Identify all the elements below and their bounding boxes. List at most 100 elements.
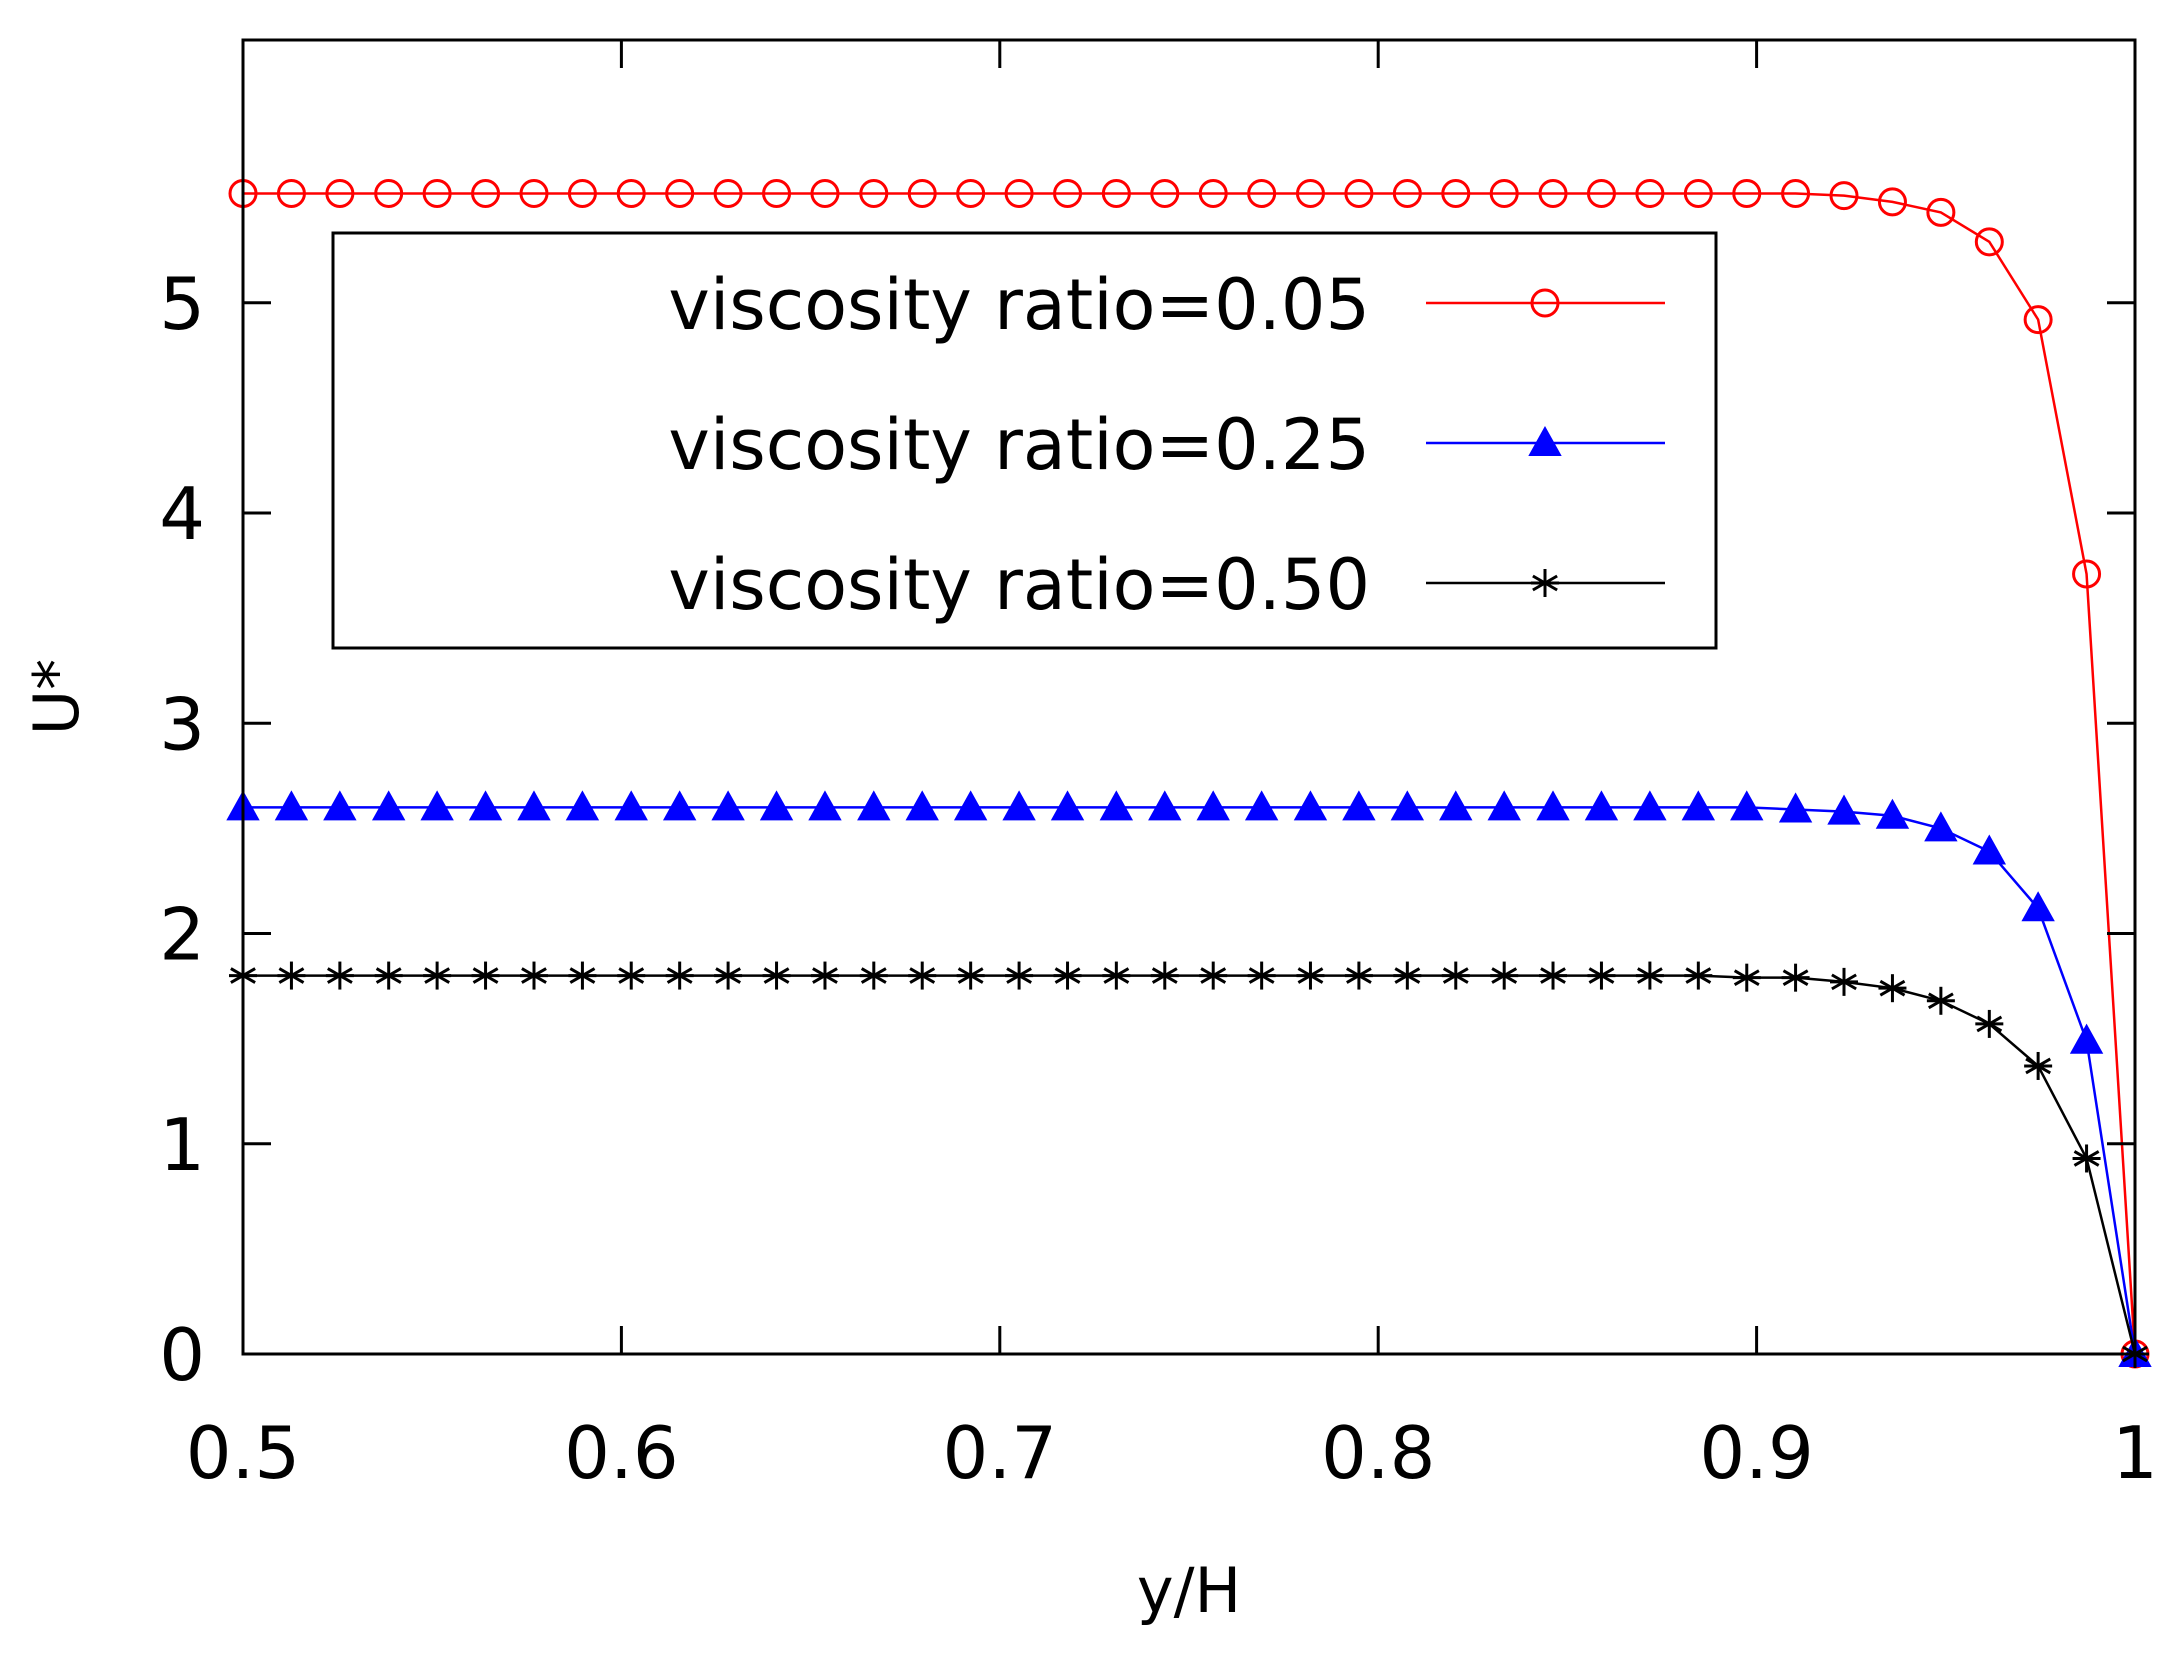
legend-label: viscosity ratio=0.05 xyxy=(668,264,1370,346)
data-point xyxy=(1827,794,1861,825)
data-point xyxy=(713,178,743,208)
data-point xyxy=(956,178,986,208)
x-tick-label: 1 xyxy=(2112,1411,2158,1495)
data-point xyxy=(423,961,452,990)
data-point xyxy=(1390,790,1425,821)
series-line xyxy=(243,974,2137,1355)
data-point xyxy=(1781,178,1811,208)
x-tick-label: 0.8 xyxy=(1321,1411,1436,1495)
data-point xyxy=(1148,790,1182,821)
ticks-layer: 0.5 0.6 0.7 0.8 0.9 1 0 1 2 3 4 5 xyxy=(159,40,2158,1495)
data-point xyxy=(665,178,695,208)
legend-marker xyxy=(1531,569,1559,597)
data-point xyxy=(471,961,500,990)
data-point xyxy=(1684,961,1713,990)
data-point xyxy=(422,178,452,208)
data-point xyxy=(1393,961,1422,990)
data-point xyxy=(325,178,355,208)
data-point xyxy=(808,790,842,821)
data-point xyxy=(1199,961,1228,990)
data-point xyxy=(1487,790,1521,821)
data-point xyxy=(1538,178,1568,208)
data-point xyxy=(907,178,937,208)
data-point xyxy=(1830,967,1859,996)
data-point xyxy=(1053,961,1082,990)
data-point xyxy=(1489,178,1519,208)
data-point xyxy=(1441,178,1471,208)
data-point xyxy=(1586,178,1616,208)
data-point xyxy=(1002,790,1036,821)
data-point xyxy=(277,961,306,990)
data-point xyxy=(1099,790,1134,821)
data-point xyxy=(567,178,597,208)
data-point xyxy=(1004,178,1034,208)
data-point xyxy=(2021,891,2055,922)
y-tick-label: 3 xyxy=(159,682,205,766)
data-point xyxy=(1633,790,1667,821)
data-point xyxy=(374,178,404,208)
data-point xyxy=(1732,963,1761,992)
data-point xyxy=(859,178,889,208)
data-point xyxy=(905,790,939,821)
data-point xyxy=(519,961,548,990)
data-point xyxy=(1781,963,1810,992)
x-tick-label: 0.5 xyxy=(186,1411,301,1495)
data-point xyxy=(2072,1144,2101,1173)
data-point xyxy=(857,790,891,821)
data-point xyxy=(468,790,503,821)
series-line xyxy=(243,192,2137,1355)
data-point xyxy=(810,961,839,990)
legend-label: viscosity ratio=0.50 xyxy=(668,544,1370,626)
data-point xyxy=(1344,178,1374,208)
data-point xyxy=(759,790,794,821)
data-point xyxy=(276,178,306,208)
data-point xyxy=(1926,986,1955,1015)
data-point xyxy=(762,961,791,990)
data-point xyxy=(1972,834,2007,865)
data-point xyxy=(908,961,937,990)
data-point xyxy=(956,961,985,990)
data-point xyxy=(859,961,888,990)
data-point xyxy=(1296,961,1325,990)
series-layer xyxy=(226,178,2152,1369)
data-point xyxy=(1974,227,2004,257)
data-point xyxy=(1778,792,1813,823)
legend-marker xyxy=(1530,288,1560,318)
data-point xyxy=(1005,961,1034,990)
data-point xyxy=(614,790,648,821)
legend-label: viscosity ratio=0.25 xyxy=(668,404,1370,486)
data-point xyxy=(1295,178,1325,208)
data-point xyxy=(1683,178,1713,208)
data-point xyxy=(1490,961,1519,990)
data-point xyxy=(2069,1023,2104,1054)
data-point xyxy=(1635,178,1665,208)
data-point xyxy=(420,790,454,821)
x-tick-label: 0.6 xyxy=(564,1411,679,1495)
data-point xyxy=(1635,961,1664,990)
data-point xyxy=(2024,1051,2053,1080)
data-point xyxy=(1150,961,1179,990)
data-point xyxy=(1536,790,1570,821)
data-point xyxy=(471,178,501,208)
data-point xyxy=(662,790,697,821)
data-point xyxy=(1584,790,1619,821)
legend: viscosity ratio=0.05 viscosity ratio=0.25… xyxy=(331,231,1718,650)
series-line xyxy=(243,806,2137,1355)
data-point xyxy=(714,961,743,990)
data-point xyxy=(810,178,840,208)
data-point xyxy=(1102,961,1131,990)
y-tick-label: 4 xyxy=(159,472,205,556)
x-tick-label: 0.9 xyxy=(1699,1411,1814,1495)
data-point xyxy=(1926,197,1956,227)
data-point xyxy=(1730,790,1764,821)
data-point xyxy=(1150,178,1180,208)
data-point xyxy=(1924,811,1958,842)
y-tick-label: 2 xyxy=(159,893,205,977)
data-point xyxy=(519,178,549,208)
data-point xyxy=(1342,790,1376,821)
data-point xyxy=(1681,790,1716,821)
data-point xyxy=(1244,790,1279,821)
data-point xyxy=(1439,790,1473,821)
data-point xyxy=(2072,559,2102,589)
y-tick-label: 1 xyxy=(159,1103,205,1187)
